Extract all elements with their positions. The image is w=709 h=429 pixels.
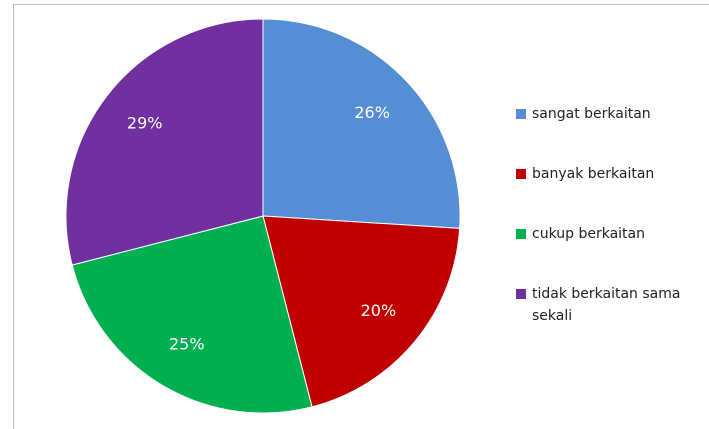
legend-item: banyak berkaitan [516,163,706,185]
legend-swatch [516,169,526,179]
pie-slice [71,215,313,414]
legend: sangat berkaitan banyak berkaitan cukup be… [516,103,706,365]
legend-item: cukup berkaitan [516,223,706,245]
legend-item: sangat berkaitan [516,103,706,125]
legend-label: cukup berkaitan [532,226,645,242]
data-label: 25% [169,334,205,353]
legend-swatch [516,109,526,119]
pie-slice [262,18,461,229]
pie-slice [65,18,264,266]
pie-slice [262,215,461,408]
data-label: 20% [361,301,397,320]
data-label: 29% [127,114,163,133]
legend-label: banyak berkaitan [532,166,655,182]
frame [13,4,709,429]
legend-label: tidak berkaitan sama sekali [532,286,681,324]
legend-label: sangat berkaitan [532,106,651,122]
legend-swatch [516,229,526,239]
legend-swatch [516,289,526,299]
legend-item: tidak berkaitan sama sekali [516,283,706,327]
data-label: 26% [354,103,390,122]
